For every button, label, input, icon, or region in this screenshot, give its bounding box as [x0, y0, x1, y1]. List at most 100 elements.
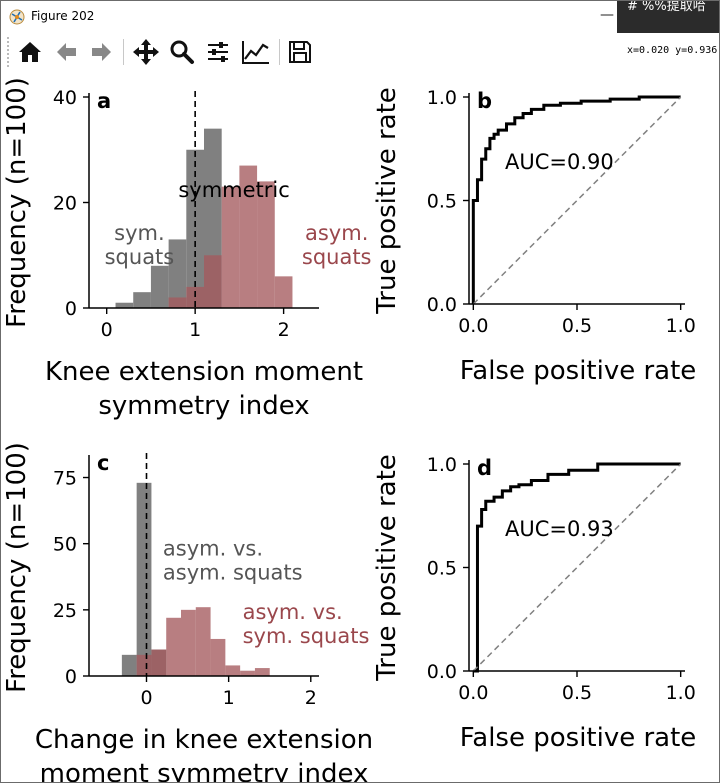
x-tick-label: 1.0 — [666, 682, 696, 704]
configure-subplots-icon — [208, 42, 228, 62]
y-tick-label: 25 — [53, 600, 77, 622]
y-tick-label: 0.5 — [427, 191, 457, 213]
forward-arrow-icon — [92, 43, 111, 61]
back-button[interactable] — [51, 37, 81, 67]
auc-label: AUC=0.93 — [505, 517, 614, 541]
x-tick-label: 2 — [278, 319, 290, 341]
y-tick-label: 0 — [65, 666, 77, 688]
chance-diagonal-line — [472, 96, 682, 305]
y-axis-label: True positive rate — [372, 87, 402, 315]
overlay-text: # %%提取哈 — [627, 0, 706, 14]
navigation-toolbar: x=0.020 y=0.936 — [1, 33, 719, 73]
y-tick-label: 40 — [53, 87, 77, 109]
y-tick-label: 20 — [53, 193, 77, 215]
x-tick-label: 1 — [189, 319, 201, 341]
save-icon — [289, 41, 311, 63]
x-axis-label-line: Knee extension moment — [45, 357, 363, 387]
minimize-button[interactable]: — — [600, 7, 614, 23]
histogram-bar-red — [136, 654, 152, 676]
roc-curve — [473, 462, 681, 673]
y-axis-label: True positive rate — [372, 454, 402, 682]
auc-label: AUC=0.90 — [505, 150, 614, 174]
histogram-bar-gray — [133, 292, 151, 308]
annotation-label: symmetric — [178, 178, 289, 202]
pan-button[interactable] — [131, 37, 161, 67]
y-tick-label: 0.0 — [427, 294, 457, 316]
histogram-bar-red — [204, 255, 222, 308]
y-tick-label: 75 — [53, 468, 77, 490]
annotation-label: asym. — [305, 221, 368, 245]
toolbar-grip[interactable] — [7, 37, 13, 67]
annotation-label: sym. — [114, 221, 165, 245]
histogram-bar-gray — [150, 265, 169, 308]
title-bar: Figure 202 — — [1, 1, 719, 33]
back-arrow-icon — [57, 43, 76, 61]
annotation-label: squats — [105, 245, 175, 269]
histogram-bar-gray — [115, 302, 134, 308]
histogram-bar-red — [240, 670, 255, 676]
x-tick-label: 0 — [140, 687, 152, 709]
panel-letter: c — [97, 451, 109, 475]
histogram-bar-gray — [136, 482, 152, 676]
histogram-bar-red — [151, 649, 167, 676]
histogram-bar-red — [254, 668, 270, 676]
histogram-bar-gray — [121, 654, 137, 676]
histogram-bar-red — [181, 609, 196, 676]
annotation-label: asym. vs. — [243, 600, 343, 624]
histogram-bar-red — [225, 665, 241, 676]
app-icon — [9, 9, 25, 25]
pan-icon — [133, 39, 159, 65]
x-tick-label: 1.0 — [666, 315, 696, 337]
x-tick-label: 2 — [305, 687, 317, 709]
zoom-button[interactable] — [167, 37, 197, 67]
panel-letter: b — [477, 89, 492, 113]
zoom-icon — [170, 40, 194, 64]
x-axis-label: False positive rate — [460, 356, 697, 386]
panel-letter: a — [97, 89, 111, 113]
window-title: Figure 202 — [31, 9, 95, 23]
edit-axis-button[interactable] — [241, 37, 271, 67]
cursor-coordinates: x=0.020 y=0.936 — [627, 45, 718, 56]
histogram-bar-gray — [186, 149, 204, 308]
y-tick-label: 0.5 — [427, 558, 457, 580]
histogram-bar-red — [166, 617, 181, 676]
histogram-bar-red — [239, 165, 258, 308]
forward-button[interactable] — [87, 37, 117, 67]
y-axis-label: Frequency (n=100) — [2, 77, 32, 328]
x-tick-label: 1 — [223, 687, 235, 709]
histogram-bar-red — [274, 276, 293, 308]
histogram-bar-red — [168, 297, 187, 308]
histogram-bar-red — [186, 286, 204, 308]
x-tick-label: 0.5 — [562, 315, 592, 337]
y-tick-label: 1.0 — [427, 87, 457, 109]
home-icon — [19, 42, 41, 62]
histogram-bar-red — [210, 638, 226, 676]
y-tick-label: 0.0 — [427, 661, 457, 683]
x-axis-label-line: symmetry index — [98, 391, 309, 421]
home-button[interactable] — [15, 37, 45, 67]
annotation-label: squats — [302, 245, 372, 269]
x-tick-label: 0.0 — [458, 315, 488, 337]
toolbar-separator — [123, 39, 124, 65]
roc-curve — [471, 95, 681, 304]
overlay-popup: # %%提取哈 — [617, 0, 719, 39]
y-tick-label: 50 — [53, 534, 77, 556]
annotation-label: sym. squats — [243, 624, 370, 648]
save-button[interactable] — [285, 37, 315, 67]
x-axis-label-line: Change in knee extension — [35, 725, 373, 755]
y-axis-label: Frequency (n=100) — [2, 442, 32, 693]
panel-letter: d — [477, 456, 492, 480]
chance-diagonal-line — [472, 463, 682, 672]
histogram-bar-red — [221, 186, 240, 308]
annotation-label: asym. squats — [163, 561, 303, 585]
configure-subplots-button[interactable] — [203, 37, 233, 67]
histogram-bar-red — [257, 181, 275, 308]
x-axis-label-line: moment symmetry index — [40, 759, 369, 782]
x-tick-label: 0.5 — [562, 682, 592, 704]
y-tick-label: 1.0 — [427, 454, 457, 476]
y-tick-label: 0 — [65, 298, 77, 320]
edit-axis-icon — [242, 41, 269, 64]
x-tick-label: 0.0 — [458, 682, 488, 704]
